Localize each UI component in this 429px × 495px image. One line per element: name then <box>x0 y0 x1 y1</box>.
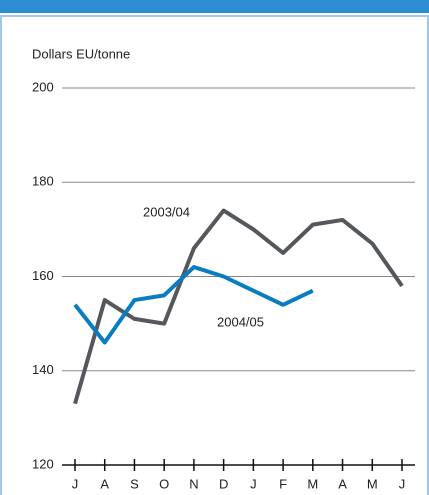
x-tick-label: F <box>279 476 287 491</box>
y-axis-label: Dollars EU/tonne <box>32 46 130 61</box>
x-tick-label: A <box>100 476 109 491</box>
x-tick-label: A <box>338 476 347 491</box>
y-tick-label: 200 <box>32 79 54 94</box>
y-tick-label: 120 <box>32 456 54 471</box>
header-rule <box>0 15 429 17</box>
y-tick-label: 180 <box>32 174 54 189</box>
x-tick-label: M <box>307 476 318 491</box>
y-tick-label: 160 <box>32 268 54 283</box>
header-band <box>0 0 429 13</box>
right-border <box>427 15 429 495</box>
x-tick-label: M <box>367 476 378 491</box>
y-tick-label: 140 <box>32 362 54 377</box>
x-tick-label: D <box>219 476 228 491</box>
x-tick-label: J <box>72 476 79 491</box>
series-line <box>73 265 314 345</box>
x-tick-label: S <box>130 476 139 491</box>
x-tick-label: O <box>159 476 169 491</box>
x-tick-label: N <box>189 476 198 491</box>
series-label: 2003/04 <box>143 204 190 219</box>
series-line <box>73 208 404 405</box>
series-label: 2004/05 <box>217 314 264 329</box>
x-tick-label: J <box>250 476 257 491</box>
x-tick-label: J <box>399 476 406 491</box>
left-border <box>0 15 2 495</box>
